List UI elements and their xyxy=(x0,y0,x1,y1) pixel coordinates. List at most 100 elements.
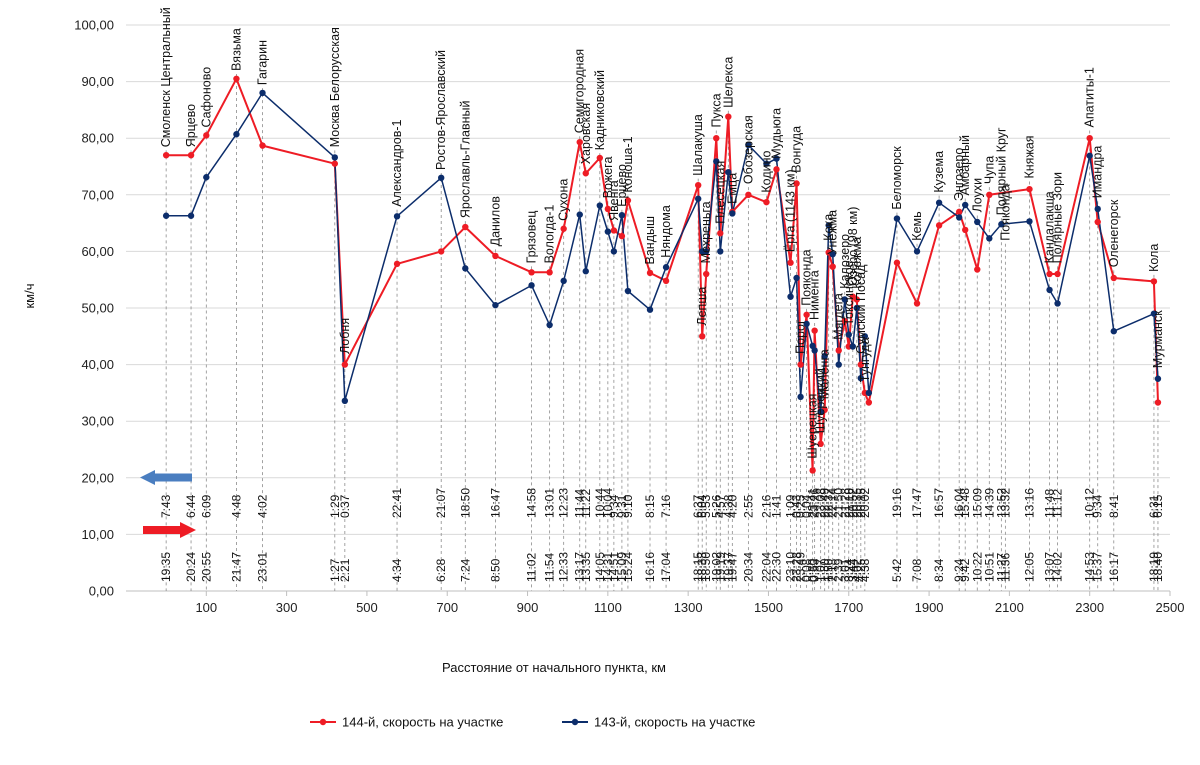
x-tick-label: 1700 xyxy=(834,600,863,615)
data-point-143 xyxy=(694,195,702,202)
data-point-143 xyxy=(835,361,842,368)
station-label: Кадниковский xyxy=(593,70,607,150)
time-143-label: 23:08 xyxy=(814,488,828,518)
data-point-143 xyxy=(913,248,921,255)
data-point-143 xyxy=(893,215,901,222)
time-144-label: 11:27 xyxy=(994,553,1008,582)
time-144-label: 1:07 xyxy=(814,558,828,582)
station-label: Вожега xyxy=(601,157,615,199)
data-point-143 xyxy=(841,296,848,303)
time-144-label: 12:33 xyxy=(557,552,571,582)
time-144-label: 8:34 xyxy=(932,558,946,582)
data-point-144 xyxy=(646,269,654,277)
time-143-label: 18:50 xyxy=(458,488,472,518)
y-tick-label: 20,00 xyxy=(81,470,114,485)
time-144-label: 1:30 xyxy=(818,558,832,582)
data-point-143 xyxy=(576,211,583,218)
station-label: Нименга xyxy=(808,270,822,320)
data-point-144 xyxy=(462,223,469,231)
station-label: Сухона xyxy=(557,179,571,221)
data-point-144 xyxy=(811,327,818,334)
station-label: Кола xyxy=(1147,244,1161,272)
time-143-label: 16:57 xyxy=(932,488,946,518)
time-144-label: 23:49 xyxy=(794,552,808,582)
y-axis-label: км/ч xyxy=(22,283,37,308)
data-point-144 xyxy=(1150,278,1158,285)
data-point-144 xyxy=(835,347,842,354)
data-point-143 xyxy=(546,321,553,329)
time-144-label: 20:34 xyxy=(741,552,755,582)
time-143-label: 22:49 xyxy=(818,488,832,518)
station-label: Княжая xyxy=(1023,135,1037,178)
data-point-144 xyxy=(857,361,865,368)
data-point-144 xyxy=(793,180,800,187)
time-143-label: 16:04 xyxy=(952,488,966,518)
data-point-143 xyxy=(955,214,963,221)
station-label: Лоухи xyxy=(970,178,984,213)
data-point-143 xyxy=(162,212,170,219)
data-point-144 xyxy=(1154,399,1162,406)
time-143-label: 15:48 xyxy=(958,488,972,518)
x-tick-label: 2300 xyxy=(1075,600,1104,615)
data-point-144 xyxy=(393,260,401,268)
time-143-label: 10:44 xyxy=(593,488,607,518)
data-point-144 xyxy=(203,132,210,139)
station-label: Вонгуда xyxy=(790,126,804,173)
time-143-label: 14:39 xyxy=(982,488,996,518)
x-tick-label: 300 xyxy=(276,600,298,615)
time-143-label: 6:15 xyxy=(1151,494,1165,518)
data-point-144 xyxy=(809,467,816,474)
station-label: Полярные Зори xyxy=(1051,172,1065,263)
station-label: Харовская xyxy=(579,103,593,164)
x-tick-label: 500 xyxy=(356,600,378,615)
station-label: Вязьма xyxy=(229,28,243,71)
x-tick-label: 1300 xyxy=(674,600,703,615)
station-label: Вологда-1 xyxy=(543,205,557,264)
time-144-label: 4:25 xyxy=(854,558,868,582)
data-point-144 xyxy=(865,399,873,406)
time-143-label: 16:47 xyxy=(488,488,502,518)
time-143-label: 13:52 xyxy=(994,488,1008,518)
data-point-143 xyxy=(713,158,720,165)
data-point-143 xyxy=(662,264,670,271)
time-144-label: 4:38 xyxy=(858,558,872,582)
data-point-143 xyxy=(787,293,794,300)
time-143-label: 4:02 xyxy=(256,494,270,518)
data-point-143 xyxy=(528,282,535,289)
time-144-label: 18:33 xyxy=(695,552,709,582)
time-144-label: 22:30 xyxy=(770,552,784,582)
time-144-label: 15:09 xyxy=(615,552,629,582)
time-144-label: 4:34 xyxy=(390,558,404,582)
data-point-144 xyxy=(1094,218,1101,226)
station-label: Явенга xyxy=(607,180,621,221)
time-144-label: 13:07 xyxy=(1043,552,1057,582)
time-144-label: 14:05 xyxy=(593,552,607,582)
station-label: Семигородная xyxy=(573,49,587,133)
data-point-143 xyxy=(393,213,401,220)
data-point-144 xyxy=(797,361,804,368)
data-point-144 xyxy=(1054,270,1061,278)
data-point-143 xyxy=(462,265,469,272)
time-143-label: 11:48 xyxy=(1043,489,1057,518)
time-143-label: 19:16 xyxy=(890,488,904,518)
data-point-144 xyxy=(962,226,969,234)
station-label: Сумский Посад xyxy=(854,264,868,354)
data-point-144 xyxy=(576,138,583,146)
station-label: Чупа xyxy=(982,156,996,184)
time-143-label: 22:32 xyxy=(822,488,836,518)
time-143-label: 0:25 xyxy=(794,494,808,518)
time-143-label: 23:26 xyxy=(808,488,822,518)
time-144-label: 19:19 xyxy=(713,552,727,582)
data-point-144 xyxy=(974,266,981,273)
data-point-143 xyxy=(829,251,836,258)
y-tick-label: 100,00 xyxy=(74,18,114,33)
data-point-143 xyxy=(803,320,810,328)
time-143-label: 20:02 xyxy=(858,488,872,518)
data-point-143 xyxy=(962,201,969,209)
x-tick-label: 1100 xyxy=(594,600,622,615)
legend-marker xyxy=(319,718,327,726)
data-point-144 xyxy=(913,300,921,307)
data-point-143 xyxy=(725,168,732,176)
station-label: Шалакуша xyxy=(691,114,705,176)
